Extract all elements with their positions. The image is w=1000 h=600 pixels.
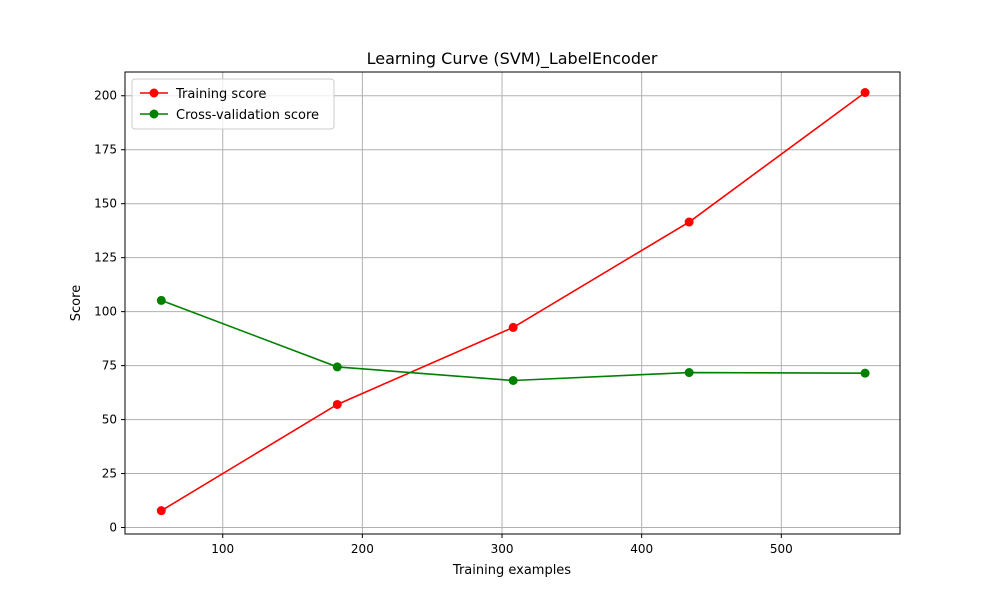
legend-label: Training score xyxy=(175,87,266,102)
y-tick-label: 50 xyxy=(102,413,117,427)
series-line-training-score xyxy=(160,91,866,512)
series-group xyxy=(156,88,870,516)
x-axis-label: Training examples xyxy=(452,563,571,578)
data-point-training-score xyxy=(684,217,694,227)
series-line-cross-validation-score xyxy=(161,299,866,382)
legend-label: Cross-validation score xyxy=(176,108,319,123)
legend-item: Training score xyxy=(140,87,266,102)
y-axis-label: Score xyxy=(69,285,84,321)
data-point-cross-validation-score xyxy=(684,368,694,378)
y-tick-label: 125 xyxy=(94,251,117,265)
y-tick-label: 100 xyxy=(94,305,117,319)
data-point-training-score xyxy=(332,399,342,409)
legend-swatch-marker xyxy=(149,88,159,98)
y-tick-label: 150 xyxy=(94,197,117,211)
plot-area-frame xyxy=(124,71,901,535)
x-tick-label: 400 xyxy=(630,542,653,556)
chart-title: Learning Curve (SVM)_LabelEncoder xyxy=(367,49,658,69)
axis-ticks: 100 200 300 400 500 0 25 50 75 100 125 150 175 200 xyxy=(94,89,793,556)
data-point-cross-validation-score xyxy=(508,376,518,386)
data-point-training-score xyxy=(508,322,518,332)
series-training-score xyxy=(156,88,870,516)
y-tick-label: 0 xyxy=(109,521,117,535)
data-point-training-score xyxy=(860,88,870,98)
x-tick-label: 200 xyxy=(351,542,374,556)
legend: Training score Cross-validation score xyxy=(131,78,335,130)
x-tick-label: 100 xyxy=(211,542,234,556)
x-tick-label: 300 xyxy=(491,542,514,556)
grid-lines xyxy=(125,72,900,534)
y-tick-label: 200 xyxy=(94,89,117,103)
y-tick-label: 75 xyxy=(102,359,117,373)
y-tick-label: 175 xyxy=(94,143,117,157)
legend-box xyxy=(131,78,335,130)
legend-item: Cross-validation score xyxy=(140,108,319,123)
data-point-cross-validation-score xyxy=(156,295,166,305)
legend-swatch-marker xyxy=(149,109,159,119)
series-cross-validation-score xyxy=(156,295,870,386)
data-point-training-score xyxy=(156,506,166,516)
data-point-cross-validation-score xyxy=(860,368,870,378)
x-tick-label: 500 xyxy=(770,542,793,556)
data-point-cross-validation-score xyxy=(332,362,342,372)
y-tick-label: 25 xyxy=(102,467,117,481)
